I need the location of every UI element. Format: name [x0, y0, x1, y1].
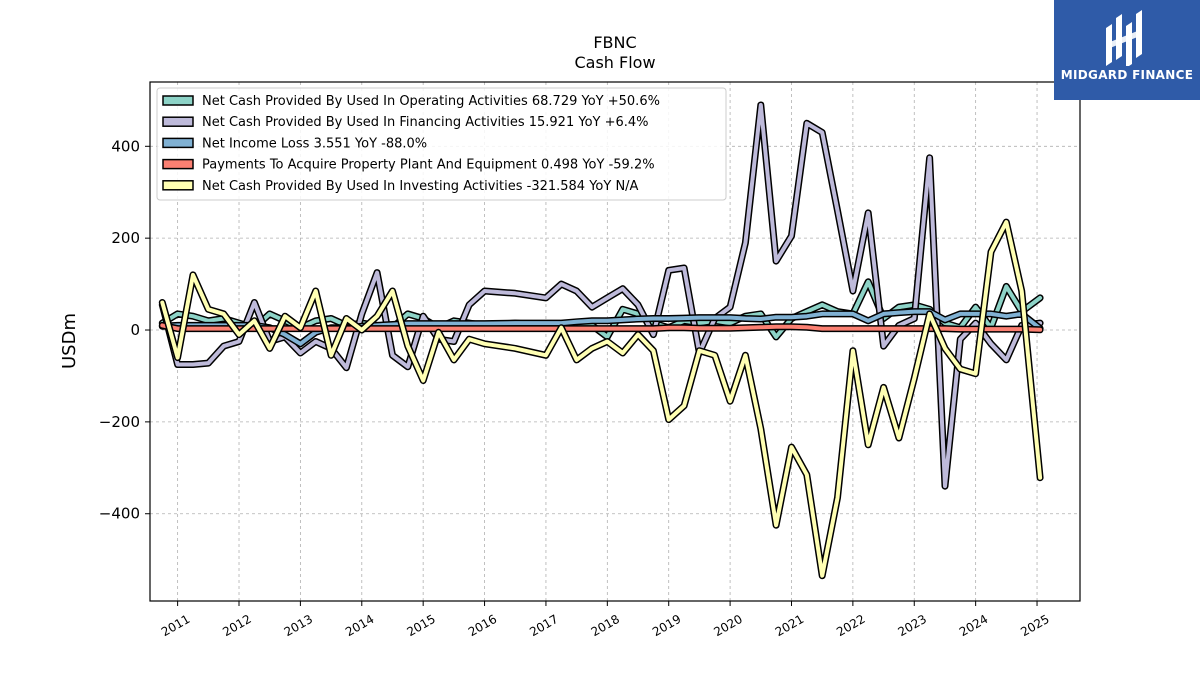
- legend-entry: Net Cash Provided By Used In Financing A…: [202, 115, 649, 130]
- x-tick-label: 2022: [834, 612, 867, 639]
- chart-subtitle: Cash Flow: [574, 53, 655, 72]
- legend-entry: Net Income Loss 3.551 YoY -88.0%: [202, 136, 427, 151]
- y-tick-label: 200: [111, 229, 140, 247]
- y-tick-label: −200: [99, 413, 140, 431]
- series-4-line: [158, 218, 1044, 580]
- data-series: [158, 101, 1044, 580]
- x-tick-label: 2020: [711, 612, 744, 639]
- x-tick-label: 2024: [957, 612, 990, 639]
- y-axis-label: USDm: [59, 313, 80, 369]
- x-tick-label: 2021: [773, 612, 806, 639]
- x-tick-label: 2025: [1018, 612, 1051, 639]
- plot-frame: [149, 81, 1081, 602]
- x-tick-label: 2018: [589, 612, 622, 639]
- legend-box: [156, 87, 727, 201]
- series-path: [160, 309, 1043, 346]
- x-tick-label: 2012: [220, 612, 253, 639]
- legend-swatch: [162, 158, 194, 170]
- legend-swatch: [162, 180, 194, 191]
- legend-entry: Net Cash Provided By Used In Investing A…: [202, 179, 639, 194]
- brand-name: MIDGARD FINANCE: [1060, 68, 1194, 82]
- x-tick-label: 2023: [896, 612, 929, 639]
- y-tick-label: −400: [99, 505, 140, 523]
- x-tick-label: 2015: [404, 612, 437, 639]
- x-tick-label: 2013: [282, 612, 315, 639]
- y-tick-label: 0: [130, 321, 140, 339]
- x-tick-label: 2017: [527, 612, 560, 639]
- series-2-line: [158, 308, 1044, 348]
- legend-entry: Payments To Acquire Property Plant And E…: [202, 158, 655, 173]
- legend-entry: Net Cash Provided By Used In Operating A…: [202, 94, 660, 109]
- legend-swatch: [162, 116, 194, 127]
- series-path: [160, 220, 1043, 578]
- brand-logo: MIDGARD FINANCE: [1054, 0, 1200, 100]
- midgard-logo-icon: [1106, 10, 1142, 66]
- legend-swatch: [162, 137, 194, 149]
- x-tick-label: 2011: [159, 612, 192, 639]
- y-tick-label: 400: [111, 137, 140, 155]
- legend: Net Cash Provided By Used In Operating A…: [156, 87, 727, 201]
- legend-swatch: [162, 95, 194, 106]
- x-tick-label: 2016: [466, 612, 499, 639]
- x-tick-label: 2014: [343, 612, 376, 639]
- chart-title: FBNC: [593, 33, 636, 52]
- x-tick-label: 2019: [650, 612, 683, 639]
